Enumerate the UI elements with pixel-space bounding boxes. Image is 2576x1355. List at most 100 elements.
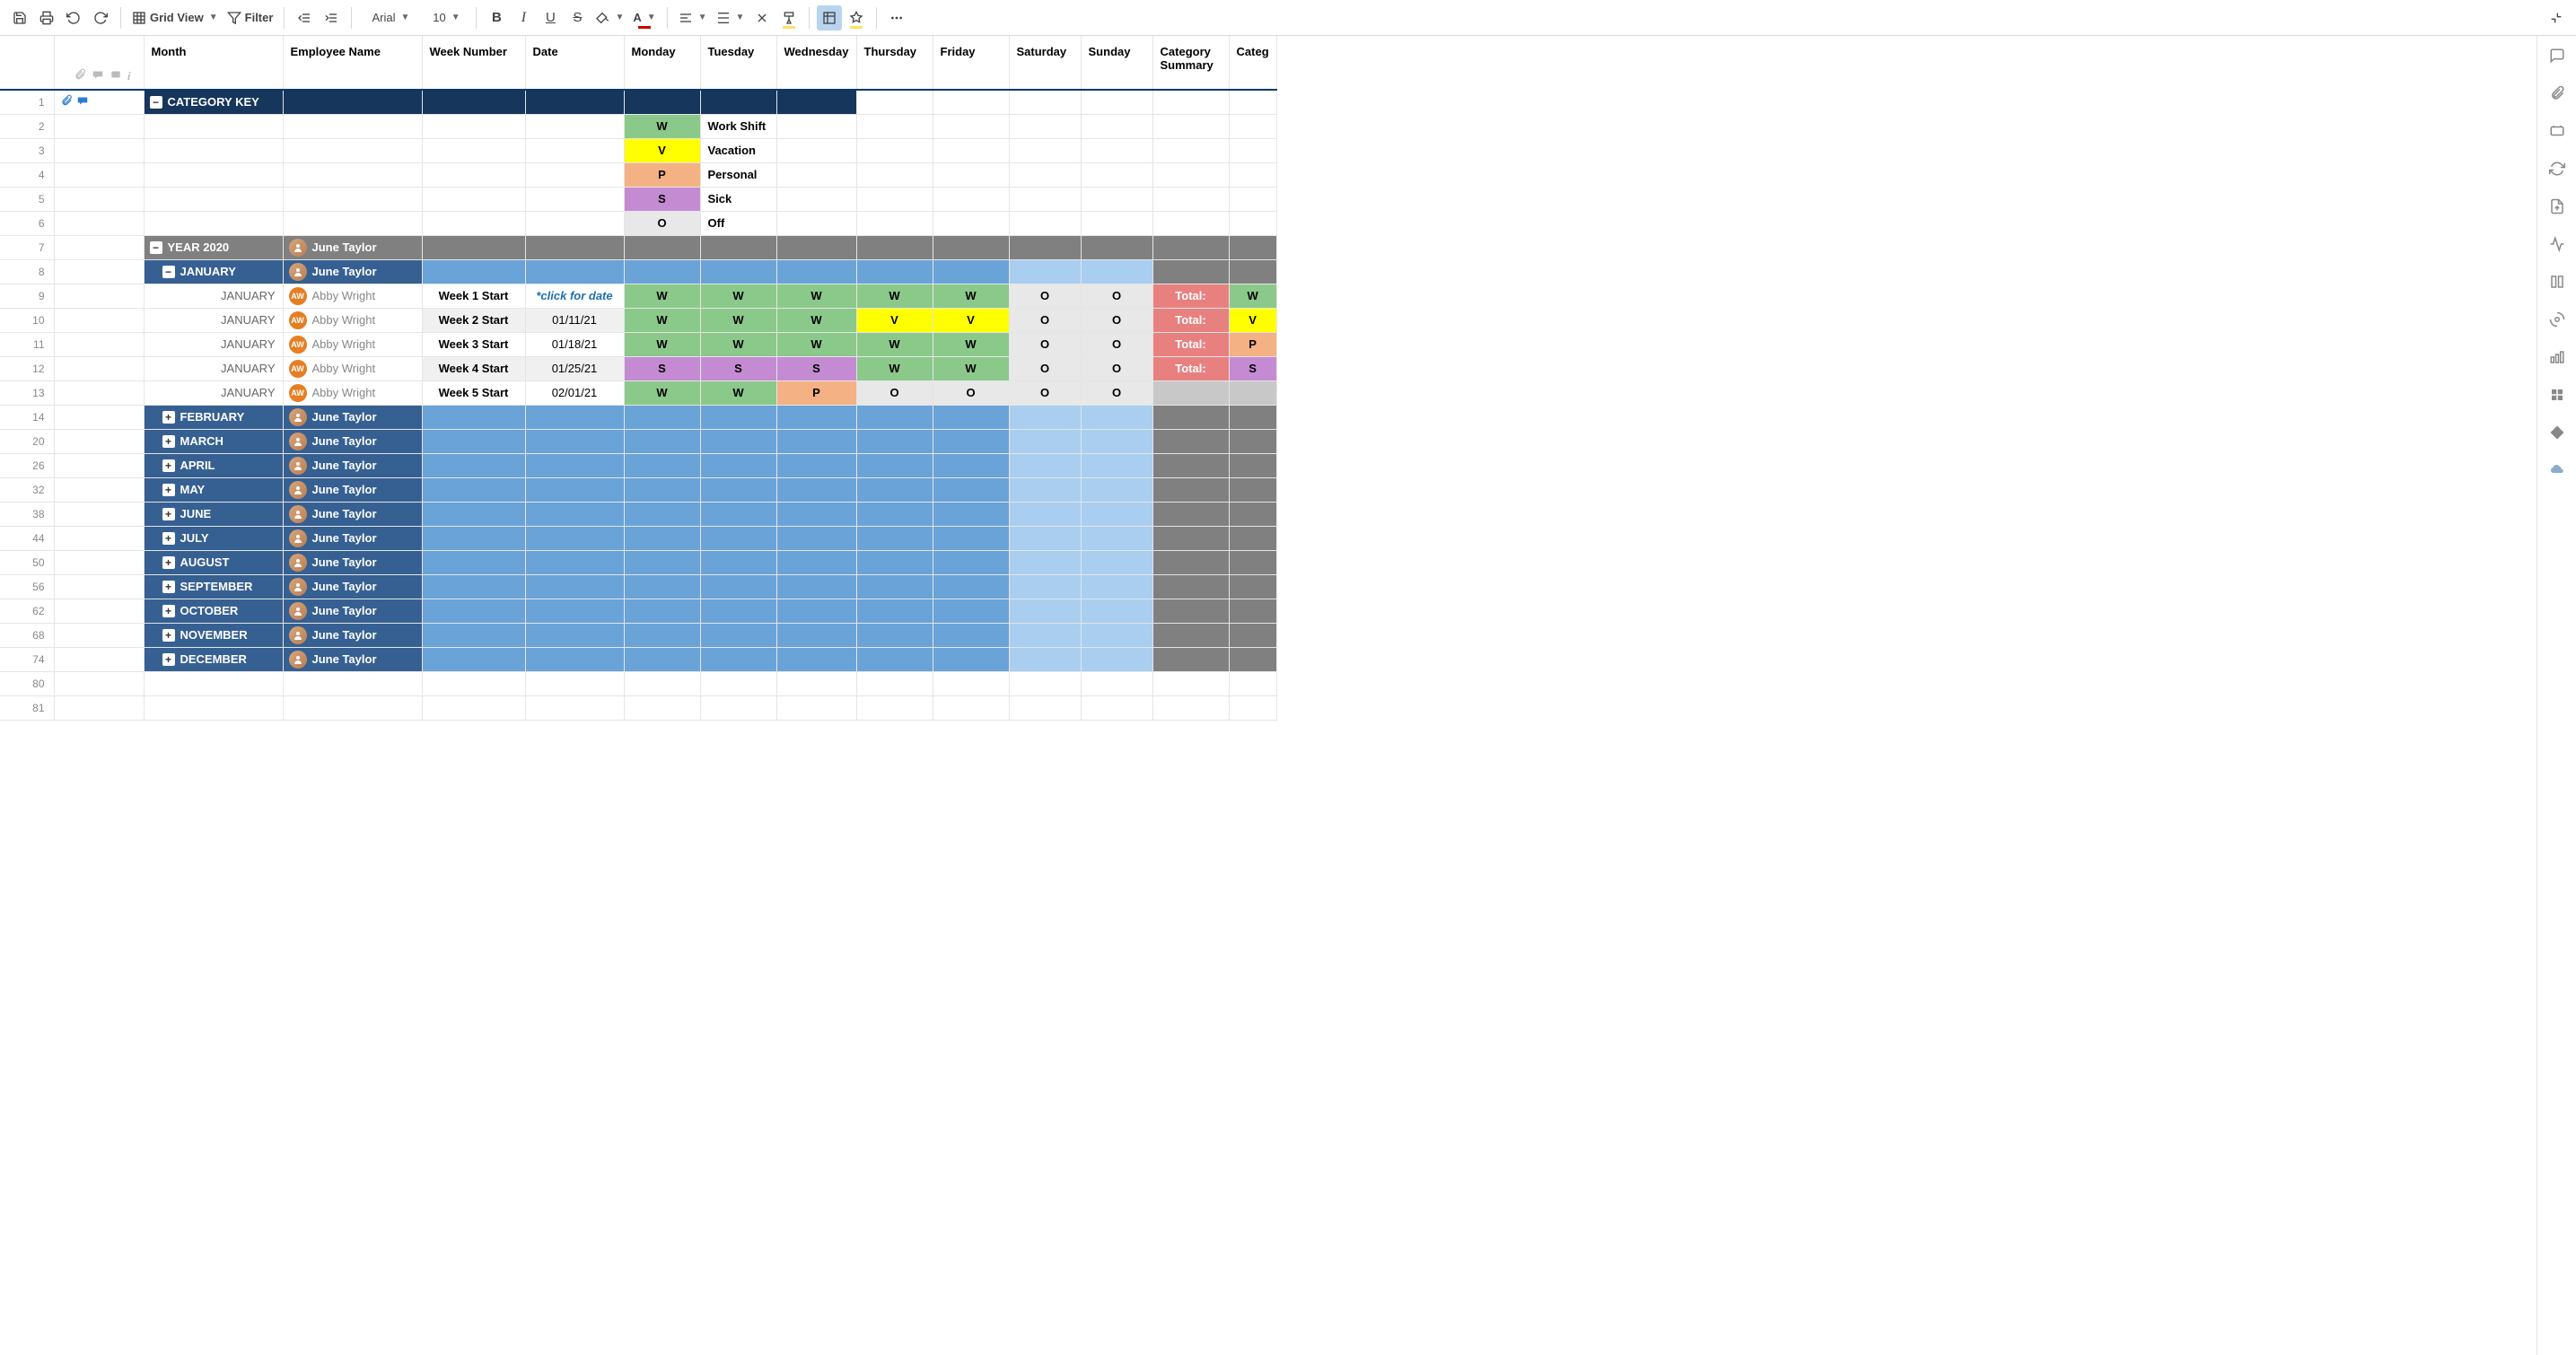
- employee-cell[interactable]: AWAbby Wright: [283, 332, 422, 356]
- row-icons[interactable]: [54, 623, 144, 647]
- month-text[interactable]: JANUARY: [144, 356, 283, 380]
- day-cell[interactable]: W: [856, 356, 933, 380]
- row-number[interactable]: 26: [0, 453, 54, 477]
- row-icons[interactable]: [54, 284, 144, 308]
- publish-icon[interactable]: [2548, 197, 2566, 215]
- day-cell[interactable]: W: [933, 284, 1009, 308]
- expand-icon[interactable]: +: [162, 653, 175, 666]
- employee-cell[interactable]: AWAbby Wright: [283, 284, 422, 308]
- row-icons[interactable]: [54, 235, 144, 259]
- summary-icon[interactable]: [2548, 273, 2566, 291]
- day-cell[interactable]: S: [624, 356, 700, 380]
- row-icons[interactable]: [54, 114, 144, 138]
- row-number[interactable]: 44: [0, 526, 54, 550]
- brandfolder-icon[interactable]: [2548, 310, 2566, 328]
- month-header[interactable]: +FEBRUARY: [144, 405, 283, 429]
- month-header[interactable]: +AUGUST: [144, 550, 283, 574]
- col-employee[interactable]: Employee Name: [283, 36, 422, 90]
- day-cell[interactable]: O: [1081, 308, 1152, 332]
- expand-icon[interactable]: +: [162, 508, 175, 520]
- day-cell[interactable]: W: [856, 332, 933, 356]
- row-icons[interactable]: [54, 90, 144, 114]
- employee-cell[interactable]: June Taylor: [283, 453, 422, 477]
- employee-cell[interactable]: June Taylor: [283, 647, 422, 671]
- strikethrough-button[interactable]: S: [565, 5, 590, 31]
- category-label[interactable]: Vacation: [700, 138, 776, 162]
- row-number[interactable]: 4: [0, 162, 54, 187]
- row-number[interactable]: 38: [0, 502, 54, 526]
- row-icons[interactable]: [54, 599, 144, 623]
- employee-cell[interactable]: June Taylor: [283, 405, 422, 429]
- day-cell[interactable]: W: [776, 308, 856, 332]
- date-cell[interactable]: 01/18/21: [525, 332, 624, 356]
- row-number[interactable]: 5: [0, 187, 54, 211]
- row-icons[interactable]: [54, 162, 144, 187]
- work-insights-icon[interactable]: [2548, 348, 2566, 366]
- row-number[interactable]: 80: [0, 671, 54, 695]
- expand-icon[interactable]: +: [162, 484, 175, 496]
- row-icons[interactable]: [54, 550, 144, 574]
- expand-icon[interactable]: +: [162, 556, 175, 569]
- undo-icon[interactable]: [61, 5, 86, 31]
- format-painter-button[interactable]: [776, 5, 802, 31]
- row-icons[interactable]: [54, 380, 144, 405]
- month-header[interactable]: +JUNE: [144, 502, 283, 526]
- month-header[interactable]: +NOVEMBER: [144, 623, 283, 647]
- expand-icon[interactable]: +: [162, 435, 175, 448]
- month-text[interactable]: JANUARY: [144, 284, 283, 308]
- align-button[interactable]: ▼: [675, 5, 711, 31]
- month-header[interactable]: +APRIL: [144, 453, 283, 477]
- underline-button[interactable]: U: [538, 5, 563, 31]
- employee-cell[interactable]: June Taylor: [283, 502, 422, 526]
- italic-button[interactable]: I: [511, 5, 536, 31]
- highlight-button[interactable]: [844, 5, 869, 31]
- month-header[interactable]: +MAY: [144, 477, 283, 502]
- day-cell[interactable]: O: [1081, 284, 1152, 308]
- row-number[interactable]: 56: [0, 574, 54, 599]
- month-text[interactable]: JANUARY: [144, 332, 283, 356]
- row-icons[interactable]: [54, 356, 144, 380]
- day-cell[interactable]: O: [1009, 332, 1081, 356]
- day-cell[interactable]: O: [1081, 356, 1152, 380]
- salesforce-icon[interactable]: [2548, 461, 2566, 479]
- col-monday[interactable]: Monday: [624, 36, 700, 90]
- row-number[interactable]: 3: [0, 138, 54, 162]
- row-icons[interactable]: [54, 308, 144, 332]
- catcode-cell[interactable]: P: [1229, 332, 1276, 356]
- row-number[interactable]: 81: [0, 695, 54, 720]
- conditional-format-button[interactable]: [817, 5, 842, 31]
- col-week[interactable]: Week Number: [422, 36, 525, 90]
- col-sunday[interactable]: Sunday: [1081, 36, 1152, 90]
- more-button[interactable]: [884, 5, 909, 31]
- row-icons[interactable]: [54, 332, 144, 356]
- row-number[interactable]: 20: [0, 429, 54, 453]
- employee-cell[interactable]: June Taylor: [283, 574, 422, 599]
- category-label[interactable]: Sick: [700, 187, 776, 211]
- day-cell[interactable]: O: [1009, 284, 1081, 308]
- fill-color-button[interactable]: ▼: [591, 5, 627, 31]
- bold-button[interactable]: B: [484, 5, 509, 31]
- row-icons[interactable]: [54, 526, 144, 550]
- font-color-button[interactable]: A▼: [629, 5, 659, 31]
- category-code[interactable]: V: [624, 138, 700, 162]
- collapse-icon[interactable]: −: [150, 241, 162, 254]
- day-cell[interactable]: W: [856, 284, 933, 308]
- day-cell[interactable]: S: [776, 356, 856, 380]
- update-requests-icon[interactable]: [2548, 160, 2566, 178]
- col-friday[interactable]: Friday: [933, 36, 1009, 90]
- clear-format-button[interactable]: [749, 5, 775, 31]
- save-icon[interactable]: [7, 5, 32, 31]
- category-code[interactable]: P: [624, 162, 700, 187]
- row-number[interactable]: 8: [0, 259, 54, 284]
- category-label[interactable]: Work Shift: [700, 114, 776, 138]
- month-header[interactable]: +MARCH: [144, 429, 283, 453]
- month-text[interactable]: JANUARY: [144, 308, 283, 332]
- row-number[interactable]: 11: [0, 332, 54, 356]
- col-date[interactable]: Date: [525, 36, 624, 90]
- grid-area[interactable]: i Month Employee Name Week Number Date M…: [0, 36, 2537, 1355]
- month-header[interactable]: +JULY: [144, 526, 283, 550]
- category-label[interactable]: Off: [700, 211, 776, 235]
- total-cell[interactable]: Total:: [1152, 332, 1229, 356]
- expand-icon[interactable]: +: [162, 459, 175, 472]
- month-header[interactable]: +SEPTEMBER: [144, 574, 283, 599]
